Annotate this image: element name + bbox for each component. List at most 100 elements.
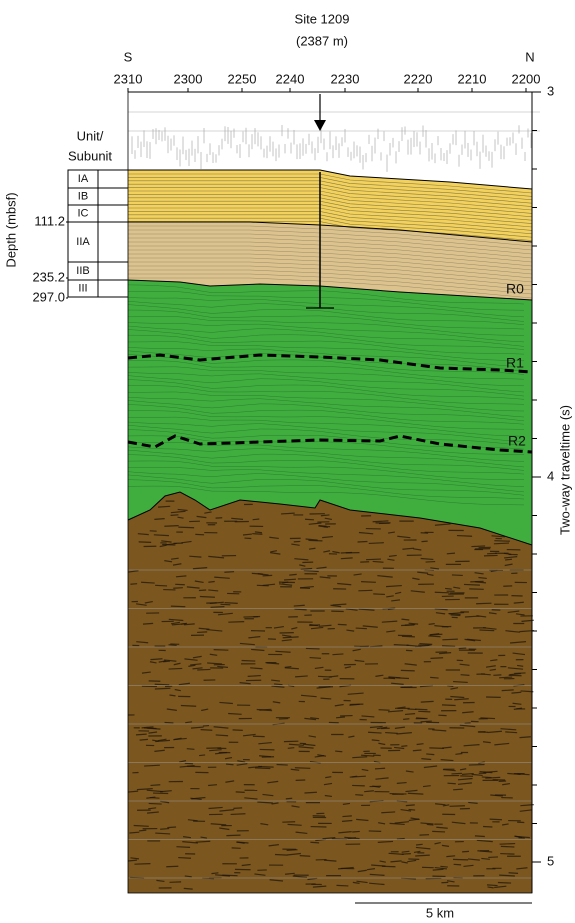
reflection (127, 485, 525, 506)
basement-reflection (194, 580, 204, 584)
basement-reflection (429, 633, 443, 636)
basement-reflection (391, 682, 404, 685)
basement-reflection (266, 662, 280, 665)
basement-reflection (361, 581, 376, 583)
basement-reflection (346, 629, 355, 632)
basement-reflection (278, 583, 293, 586)
basement-reflection (368, 542, 384, 545)
basement-reflection (413, 548, 422, 551)
basement-reflection (148, 807, 157, 810)
basement-reflection (181, 540, 192, 544)
basement-reflection (210, 823, 227, 826)
basement-reflection (461, 772, 474, 775)
basement-reflection (241, 659, 256, 662)
basement-reflection (150, 784, 161, 787)
basement-reflection (353, 573, 362, 576)
basement-reflection (230, 813, 246, 816)
basement-reflection (420, 822, 434, 825)
basement-reflection (208, 589, 219, 592)
basement-reflection (144, 764, 160, 767)
basement-reflection (430, 567, 440, 570)
basement-reflection (142, 622, 154, 625)
basement-reflection (184, 875, 192, 878)
basement-reflection (207, 662, 223, 665)
basement-reflection (141, 726, 154, 729)
basement-reflection (446, 880, 455, 883)
reflection (127, 375, 525, 397)
basement-reflection (197, 668, 211, 671)
basement-reflection (499, 874, 515, 877)
basement-reflection (139, 738, 148, 741)
basement-reflection (439, 652, 452, 655)
reflection (127, 372, 525, 393)
basement-reflection (196, 515, 207, 519)
basement-reflection (286, 849, 298, 852)
basement-reflection (440, 865, 448, 868)
basement-reflection (184, 658, 198, 661)
basement-reflection (449, 805, 465, 807)
basement-reflection (215, 874, 230, 877)
basement-reflection (141, 581, 155, 584)
basement-reflection (175, 575, 187, 578)
basement-reflection (304, 717, 317, 721)
basement-reflection (394, 591, 402, 595)
basement-reflection (355, 627, 367, 630)
basement-reflection (332, 653, 344, 656)
basement-reflection (160, 827, 170, 830)
unit-box (67, 221, 99, 263)
basement-reflection (460, 674, 470, 676)
reflection (127, 354, 525, 375)
basement-reflection (474, 572, 484, 575)
basement-reflection (412, 749, 422, 752)
basement-reflection (447, 685, 454, 688)
reflection (127, 421, 525, 443)
basement-reflection (369, 645, 383, 648)
basement-reflection (254, 531, 263, 534)
basement-reflection (358, 531, 374, 535)
basement-reflection (310, 626, 324, 630)
basement-reflection (170, 510, 186, 514)
basement-reflection (459, 724, 476, 728)
reflection (127, 435, 525, 455)
basement-reflection (308, 522, 322, 525)
basement-reflection (360, 754, 375, 757)
basement-reflection (404, 623, 416, 626)
horizon (128, 169, 533, 190)
basement-reflection (482, 627, 497, 630)
reflection (127, 479, 525, 500)
basement-reflection (505, 630, 521, 633)
basement-reflection (434, 591, 449, 594)
basement-reflection (434, 523, 451, 526)
shotpoint-label: 2210 (458, 71, 487, 86)
basement-reflection (262, 793, 274, 797)
reflection (127, 360, 525, 380)
unit-label: IB (78, 190, 88, 202)
basement-reflection (435, 803, 446, 806)
basement-reflection (491, 535, 505, 538)
basement-reflection (434, 841, 441, 845)
basement-reflection (304, 791, 317, 794)
basement-reflection (281, 634, 292, 638)
reflection (127, 460, 525, 480)
basement-reflection (146, 811, 159, 814)
basement-reflection (445, 587, 452, 590)
basement-reflection (394, 746, 405, 750)
basement-reflection (348, 735, 355, 738)
basement-reflection (130, 583, 138, 585)
basement-reflection (486, 884, 498, 887)
basement-reflection (507, 667, 524, 670)
basement-reflection (217, 612, 233, 616)
basement-reflection (242, 733, 256, 737)
reflector-line (127, 353, 533, 374)
basement-reflection (130, 857, 140, 860)
reflection (127, 474, 525, 496)
horizon (127, 279, 533, 301)
basement-reflection (375, 674, 384, 677)
basement-reflection (385, 731, 398, 734)
basement-reflection (490, 659, 498, 662)
basement-reflection (314, 666, 324, 670)
basement-reflection (298, 746, 314, 749)
reflector-label: R1 (506, 355, 524, 371)
basement-reflection (372, 520, 389, 523)
basement-reflection (260, 823, 269, 826)
